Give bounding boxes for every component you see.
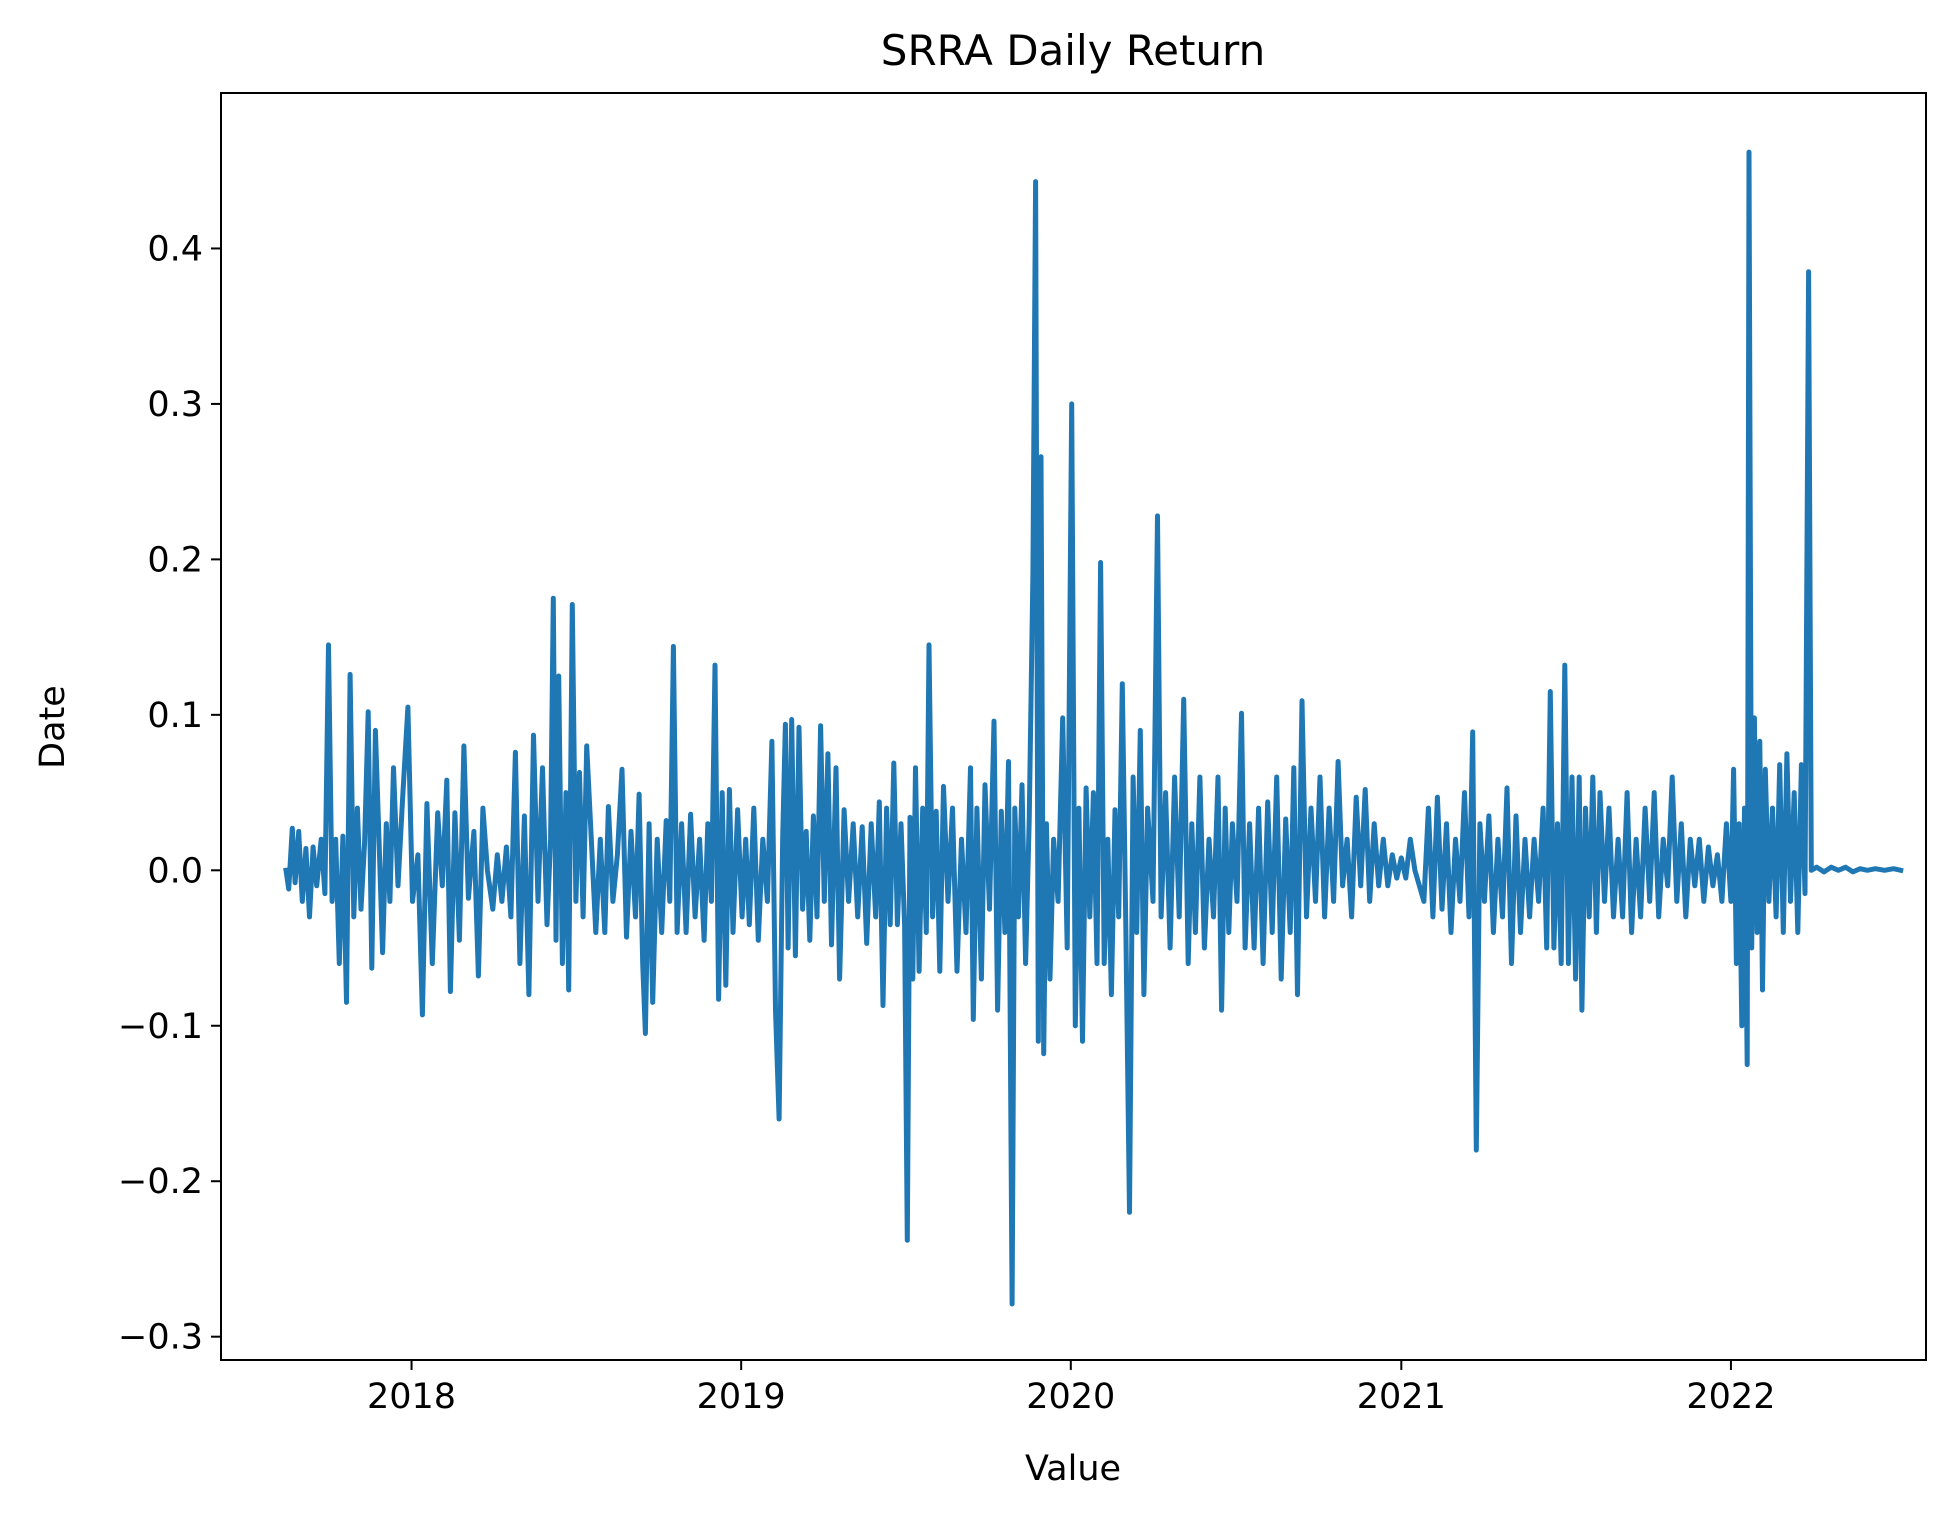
axes-frame	[220, 92, 1927, 1361]
chart-title: SRRA Daily Return	[881, 26, 1265, 75]
x-tick-label: 2020	[1026, 1377, 1115, 1417]
x-tick-label: 2019	[697, 1377, 786, 1417]
y-tick-label: −0.3	[118, 1318, 203, 1358]
y-tick-label: 0.2	[147, 540, 203, 580]
y-tick-label: 0.4	[147, 229, 203, 269]
y-tick-label: 0.0	[147, 851, 203, 891]
x-tick-label: 2021	[1357, 1377, 1446, 1417]
y-tick-label: 0.3	[147, 385, 203, 425]
y-axis: −0.3 −0.2 −0.1 0.0 0.1 0.2 0.3 0.4	[118, 229, 221, 1358]
x-axis-title: Value	[1025, 1449, 1121, 1489]
y-axis-title: Date	[33, 685, 73, 769]
series-line	[283, 149, 1904, 1307]
y-tick-label: −0.2	[118, 1162, 203, 1202]
plot-area	[220, 92, 1927, 1361]
x-tick-label: 2022	[1686, 1377, 1775, 1417]
y-tick-label: −0.1	[118, 1007, 203, 1047]
x-axis: 2018 2019 2020 2021 2022	[367, 1360, 1775, 1417]
x-tick-label: 2018	[367, 1377, 456, 1417]
y-tick-label: 0.1	[147, 696, 203, 736]
